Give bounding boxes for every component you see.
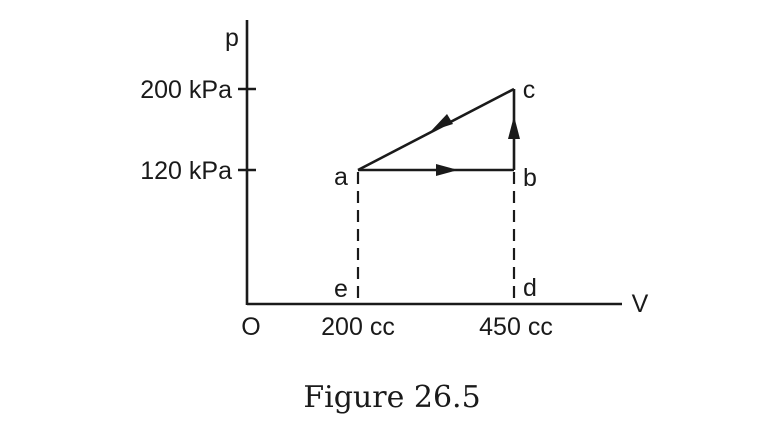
point-label-d: d [523, 274, 537, 302]
x-tick-label-450: 450 cc [479, 313, 553, 341]
arrow-c-to-a [431, 114, 453, 131]
point-label-c: c [523, 76, 536, 104]
point-label-b: b [523, 164, 537, 192]
y-tick-label-120: 120 kPa [140, 157, 232, 185]
y-tick-label-200: 200 kPa [140, 76, 232, 104]
y-axis-label: p [225, 24, 239, 52]
x-axis-label: V [632, 290, 649, 318]
origin-label: O [241, 313, 260, 341]
figure-caption: Figure 26.5 [303, 380, 480, 415]
arrow-b-to-c [508, 116, 520, 139]
point-label-a: a [334, 163, 348, 191]
arrow-a-to-b [436, 164, 458, 176]
x-tick-label-200: 200 cc [321, 313, 395, 341]
process-line-c-a [357, 87, 515, 172]
point-label-e: e [334, 275, 348, 303]
